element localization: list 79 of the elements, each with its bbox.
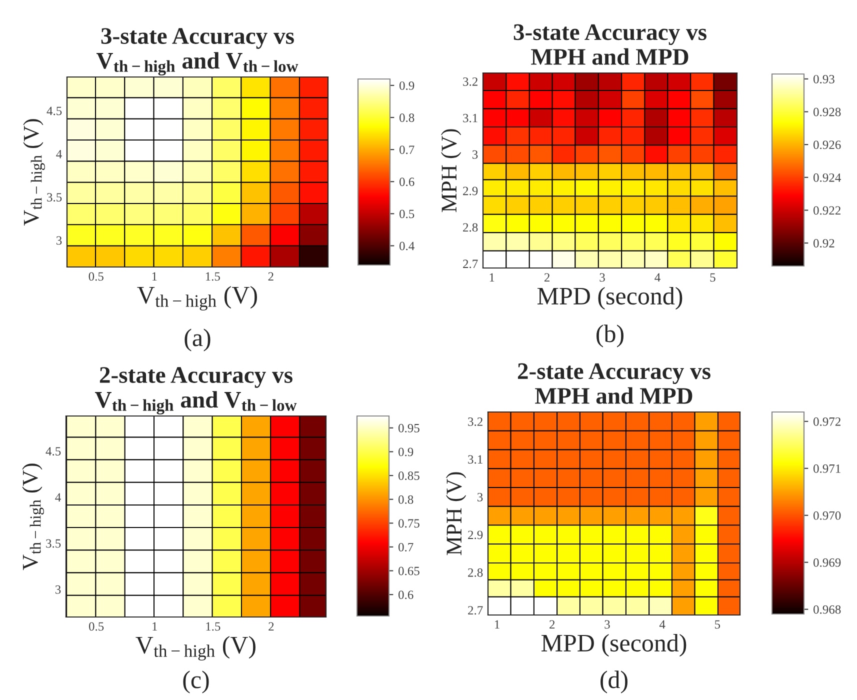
color-bar-label: 0.65 <box>398 566 420 576</box>
y-tick-label: 2.8 <box>468 568 483 577</box>
y-tick-label: 2.9 <box>468 530 483 540</box>
color-bar-label: 0.9 <box>398 448 414 456</box>
x-tick-label: 2 <box>268 272 274 281</box>
y-tick-label: 3.5 <box>46 539 61 548</box>
color-bar-label: 0.926 <box>814 140 841 150</box>
text: (a) <box>184 328 210 352</box>
x-tick-label: 1.5 <box>206 272 220 281</box>
x-tick-label: 3 <box>600 273 605 282</box>
y-tick-label: 4.5 <box>46 106 62 116</box>
y-tick-label: 3.1 <box>463 114 478 122</box>
color-bar-label: 0.4 <box>400 242 414 250</box>
y-tick-label: 3.2 <box>463 77 478 86</box>
color-bar-label: 0.972 <box>814 417 840 426</box>
x-tick-label: 2 <box>268 622 274 631</box>
x-tick-label: 3 <box>604 620 610 629</box>
color-bar-label: 0.6 <box>398 590 414 600</box>
color-bar-label: 0.971 <box>814 464 840 473</box>
color-bar-label: 0.6 <box>400 178 414 186</box>
x-tick-label: 4 <box>659 620 666 629</box>
color-bar-label: 0.968 <box>814 605 841 614</box>
color-bar-label: 0.95 <box>398 424 420 432</box>
color-bar-label: 0.8 <box>400 114 414 122</box>
color-bar-label: 0.969 <box>814 558 841 567</box>
color-bar-label: 0.922 <box>814 206 840 215</box>
x-tick-label: 1 <box>495 620 500 629</box>
chart-title: 2-state Accuracy vs V$_{th−high}$ and V$_{th−low}$ <box>94 367 297 414</box>
x-tick-label: 1 <box>490 273 494 282</box>
y-axis-title: V$_{th−high}$ (V) <box>23 119 45 226</box>
color-bar-label: 0.924 <box>814 173 841 182</box>
y-tick-label: 3.1 <box>468 455 482 464</box>
y-tick-label: 2.7 <box>463 260 478 268</box>
y-axis-title: MPH (V) <box>446 472 466 556</box>
x-tick-label: 5 <box>710 273 716 282</box>
x-tick-label: 1 <box>152 622 157 631</box>
color-bar-label: 0.5 <box>400 210 414 218</box>
text: (b) <box>596 324 624 348</box>
chart-title: 2-state Accuracy vs MPH and MPD <box>518 363 710 404</box>
y-tick-label: 3 <box>477 492 483 502</box>
y-tick-label: 3 <box>55 585 61 594</box>
y-axis-title: MPH (V) <box>440 129 462 212</box>
x-tick-label: 2 <box>550 620 555 629</box>
x-tick-label: 0.5 <box>88 272 104 281</box>
x-tick-label: 5 <box>715 620 720 629</box>
x-axis-title: MPD (second) <box>537 286 682 310</box>
color-bar-label: 0.928 <box>814 108 841 116</box>
x-tick-label: 0.5 <box>88 622 104 631</box>
y-tick-label: 3 <box>56 236 62 245</box>
color-bar-label: 0.7 <box>398 542 414 552</box>
y-tick-label: 4 <box>56 150 62 158</box>
color-bar-label: 0.75 <box>398 519 420 528</box>
color-bar-label: 0.8 <box>398 495 414 504</box>
y-tick-label: 4 <box>55 493 61 502</box>
y-tick-label: 4.5 <box>46 447 61 456</box>
color-bar-label: 0.7 <box>400 146 414 154</box>
y-tick-label: 2.9 <box>463 186 478 196</box>
color-bar-label: 0.93 <box>814 74 834 84</box>
x-tick-label: 4 <box>654 273 660 282</box>
color-bar-label: 0.970 <box>814 511 841 520</box>
y-tick-label: 3 <box>472 150 478 159</box>
text: (d) <box>600 670 628 694</box>
x-tick-label: 1 <box>152 272 157 281</box>
chart-title: 3-state Accuracy vs MPH and MPD <box>514 24 706 65</box>
y-tick-label: 2.7 <box>468 606 483 615</box>
x-tick-label: 2 <box>544 273 550 282</box>
x-tick-label: 1.5 <box>206 622 220 631</box>
color-bar-label: 0.92 <box>814 239 834 248</box>
text: (c) <box>183 670 209 694</box>
x-axis-title: MPD (second) <box>541 634 686 657</box>
y-axis-title: V$_{th−high}$ (V) <box>22 464 44 570</box>
chart-title: 3-state Accuracy vs V$_{th−high}$ and V$_{th−low}$ <box>96 28 298 76</box>
x-axis-title: V$_{th−high}$ (V) <box>136 636 256 661</box>
y-tick-label: 3.5 <box>47 193 62 202</box>
y-tick-label: 2.8 <box>463 223 478 232</box>
color-bar-label: 0.85 <box>398 472 420 480</box>
y-tick-label: 3.2 <box>468 417 482 426</box>
x-axis-title: V$_{th−high}$ (V) <box>137 286 257 311</box>
color-bar-label: 0.9 <box>400 81 414 90</box>
